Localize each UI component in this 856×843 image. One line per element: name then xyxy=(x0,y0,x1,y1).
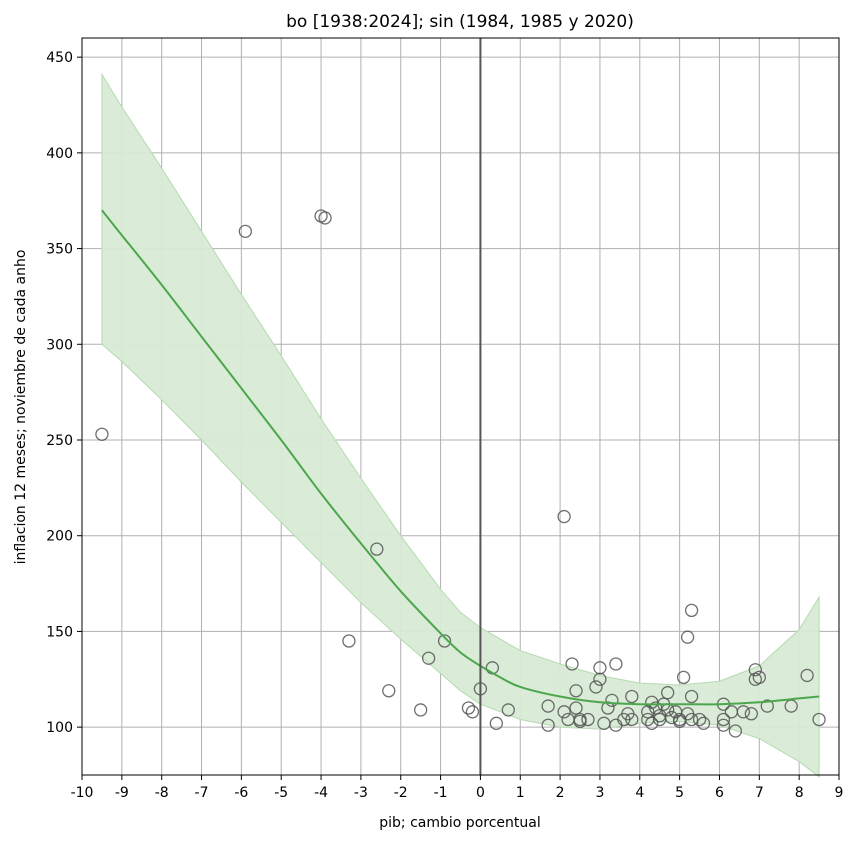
data-point xyxy=(565,657,579,671)
x-tick-label: -9 xyxy=(115,785,129,801)
data-point xyxy=(581,712,595,727)
fit-line xyxy=(101,209,820,706)
y-tick-label: 350 xyxy=(46,242,73,258)
x-tick-label: -3 xyxy=(354,785,368,801)
y-axis-ticks: 100 150 200 250 300 350 400 450 xyxy=(46,50,82,736)
data-point xyxy=(661,686,675,700)
data-point xyxy=(461,701,476,715)
x-axis-ticks: -10 -9 -8 -7 -6 -5 -4 -3 -2 -1 0 1 2 3 4 5 6 7 8 9 xyxy=(71,775,844,801)
x-tick-label: -8 xyxy=(155,785,169,801)
data-point xyxy=(501,703,515,717)
data-point xyxy=(748,663,762,677)
data-point xyxy=(684,603,699,618)
data-point xyxy=(593,672,607,686)
data-point xyxy=(716,712,731,727)
x-tick-label: 2 xyxy=(556,785,565,801)
data-points xyxy=(95,209,826,738)
x-tick-label: 3 xyxy=(595,785,604,801)
x-tick-label: 8 xyxy=(795,785,804,801)
data-point xyxy=(421,651,436,665)
fit-line-layer xyxy=(101,209,820,706)
chart-title: bo [1938:2024]; sin (1984, 1985 y 2020) xyxy=(286,12,634,32)
y-tick-label: 400 xyxy=(46,146,73,162)
x-tick-label: 7 xyxy=(755,785,764,801)
x-tick-label: 0 xyxy=(476,785,485,801)
data-point xyxy=(800,668,814,683)
y-axis-title: inflacion 12 meses; noviembre de cada an… xyxy=(13,250,29,565)
x-tick-label: 9 xyxy=(835,785,844,801)
x-tick-label: 4 xyxy=(635,785,644,801)
data-point xyxy=(744,707,758,721)
data-point xyxy=(238,224,253,238)
y-tick-label: 150 xyxy=(46,624,73,640)
data-point xyxy=(541,718,555,732)
data-point xyxy=(716,718,731,732)
data-point xyxy=(684,712,699,727)
data-point xyxy=(696,716,711,730)
data-point xyxy=(625,712,639,727)
y-tick-label: 100 xyxy=(46,720,73,736)
x-tick-label: -5 xyxy=(274,785,288,801)
data-point xyxy=(680,630,695,644)
plot-frame xyxy=(81,37,840,776)
data-point xyxy=(605,693,619,707)
x-tick-label: -4 xyxy=(314,785,328,801)
x-tick-label: 1 xyxy=(516,785,525,801)
data-point xyxy=(437,634,452,648)
data-point xyxy=(589,680,603,694)
data-point xyxy=(728,724,743,738)
data-point xyxy=(318,211,332,225)
data-point xyxy=(736,705,751,719)
data-point xyxy=(573,714,587,729)
data-point xyxy=(692,712,707,727)
data-point xyxy=(95,427,109,441)
x-tick-label: -10 xyxy=(71,785,94,801)
data-point xyxy=(752,670,766,685)
y-tick-label: 450 xyxy=(46,50,73,66)
data-point xyxy=(569,701,583,715)
x-axis-title: pib; cambio porcentual xyxy=(379,815,540,831)
x-tick-label: 6 xyxy=(715,785,724,801)
data-point xyxy=(609,657,623,671)
x-tick-label: -7 xyxy=(195,785,209,801)
data-point xyxy=(465,705,480,719)
y-tick-label: 200 xyxy=(46,529,73,545)
data-point xyxy=(414,703,428,717)
data-point xyxy=(760,699,774,713)
data-point xyxy=(641,705,655,719)
y-tick-label: 300 xyxy=(46,337,73,353)
data-point xyxy=(569,684,583,698)
x-tick-label: -2 xyxy=(394,785,408,801)
data-point xyxy=(676,670,691,685)
data-point xyxy=(812,712,826,727)
data-point xyxy=(645,716,659,730)
data-point xyxy=(541,699,555,713)
data-point xyxy=(625,689,639,704)
data-point xyxy=(557,705,571,719)
y-tick-label: 250 xyxy=(46,433,73,449)
data-point xyxy=(370,542,384,556)
x-tick-label: -1 xyxy=(434,785,448,801)
data-point xyxy=(342,634,356,648)
data-point xyxy=(382,684,396,698)
x-tick-label: 5 xyxy=(675,785,684,801)
data-point xyxy=(684,689,699,704)
data-point xyxy=(489,716,504,730)
data-point xyxy=(557,509,571,524)
x-tick-label: -6 xyxy=(234,785,248,801)
